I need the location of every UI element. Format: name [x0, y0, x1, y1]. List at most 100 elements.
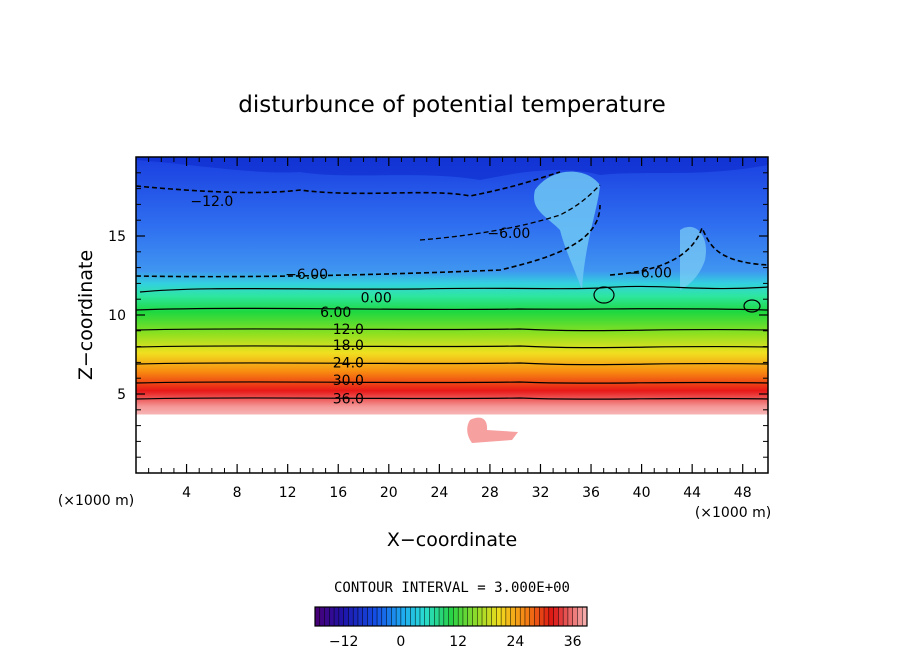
colorbar-cell [343, 607, 349, 626]
colorbar-cell [391, 607, 397, 626]
contour-label: −6.00 [487, 226, 530, 242]
x-tick-label: 24 [430, 485, 448, 501]
contour-label: 30.0 [333, 373, 364, 389]
x-tick-label: 4 [182, 485, 191, 501]
colorbar-cell [496, 607, 502, 626]
colorbar-cell [348, 607, 354, 626]
contour-line [136, 204, 601, 278]
x-axis-label: X−coordinate [387, 529, 517, 551]
colorbar-cell [544, 607, 550, 626]
contour-label: −12.0 [190, 194, 233, 210]
x-tick-label: 32 [532, 485, 550, 501]
x-tick-label: 8 [233, 485, 242, 501]
contour-line [609, 225, 768, 276]
y-tick-label: 10 [108, 308, 126, 324]
colorbar-cell [419, 607, 426, 626]
contour-line [136, 307, 768, 311]
colorbar-cell [410, 607, 416, 626]
surface-warm-patch [467, 417, 518, 443]
colorbar-tick-label: 36 [564, 634, 582, 650]
contour-labels: −12.0 −6.00 −6.00 −6.00 0.00 6.0012.018.024.0… [190, 194, 672, 407]
colorbar-cell [324, 607, 330, 626]
colorbar-cell [553, 607, 559, 626]
colorbar-cell [577, 607, 583, 626]
colorbar-cell [567, 607, 573, 626]
upper-cold-patch [136, 157, 768, 180]
colorbar-cell [338, 607, 344, 626]
colorbar-cell [400, 607, 406, 626]
plume-patch [534, 171, 600, 290]
chart-title: disturbunce of potential temperature [238, 92, 666, 118]
x-tick-label: 40 [633, 485, 651, 501]
contour-label: −6.00 [629, 265, 672, 281]
x-tick-label: 44 [683, 485, 701, 501]
colorbar-cell [582, 607, 588, 626]
colorbar-cell [524, 607, 531, 626]
contour-label: 36.0 [333, 392, 364, 408]
contour-line [743, 299, 761, 313]
contour-line [419, 184, 601, 241]
colorbar-cell [520, 607, 526, 626]
colorbar-tick-label: 24 [507, 634, 525, 650]
colorbar-cell [482, 607, 488, 626]
contour-label: 6.00 [320, 305, 351, 321]
contour-interval-label: CONTOUR INTERVAL = 3.000E+00 [334, 580, 570, 596]
colorbar-cell [453, 607, 459, 626]
contour-line [136, 328, 768, 332]
colorbar-cell [505, 607, 511, 626]
colorbar-cell [315, 607, 321, 626]
colorbar-cell [467, 607, 473, 626]
colorbar-cell [329, 607, 335, 626]
colorbar: −12 0 12 24 36 [314, 606, 588, 650]
contour-label: 18.0 [333, 338, 364, 354]
x-tick-label: 12 [279, 485, 297, 501]
colorbar-cell [434, 607, 440, 626]
y-axis-label: Z−coordinate [75, 250, 97, 380]
colorbar-tick-label: 12 [449, 634, 467, 650]
colorbar-cell [486, 607, 492, 626]
colorbar-cell [529, 607, 535, 626]
colorbar-cell [443, 607, 449, 626]
colorbar-cell [462, 607, 469, 626]
colorbar-cell [353, 607, 359, 626]
y-tick-label: 15 [108, 229, 126, 245]
x-tick-label: 28 [481, 485, 499, 501]
contour-label: 12.0 [333, 322, 364, 338]
contour-label: 0.00 [361, 291, 392, 307]
colorbar-tick-label: −12 [329, 634, 359, 650]
contour-line [136, 381, 768, 384]
colorbar-cell [491, 607, 497, 626]
colorbar-cell [572, 607, 578, 626]
colorbar-cell [362, 607, 368, 626]
colorbar-cell [372, 607, 378, 626]
colorbar-cell [534, 607, 540, 626]
colorbar-cell [439, 607, 445, 626]
x-tick-label: 36 [582, 485, 600, 501]
colorbar-cell [448, 607, 454, 626]
colorbar-cell [424, 607, 430, 626]
x-tick-label: 20 [380, 485, 398, 501]
colorbar-cell [472, 607, 478, 626]
right-plume-patch [680, 226, 706, 290]
colorbar-cell [477, 607, 483, 626]
contour-line [139, 285, 768, 293]
colorbar-frame [314, 606, 588, 627]
x-tick-label: 48 [734, 485, 752, 501]
colorbar-cell [558, 607, 564, 626]
contour-line [136, 345, 768, 349]
colorbar-cell [381, 607, 387, 626]
colorbar-cell [357, 607, 364, 626]
colorbar-cell [510, 607, 516, 626]
colorbar-cell [367, 607, 373, 626]
contour-line [593, 286, 615, 304]
colorbar-cell [501, 607, 507, 626]
colorbar-cell [563, 607, 569, 626]
contour-label: 24.0 [333, 355, 364, 371]
y-tick-label: 5 [117, 387, 126, 403]
colorbar-cell [548, 607, 554, 626]
colorbar-cell [319, 607, 325, 626]
x-tick-label: 16 [329, 485, 347, 501]
colorbar-cell [415, 607, 421, 626]
